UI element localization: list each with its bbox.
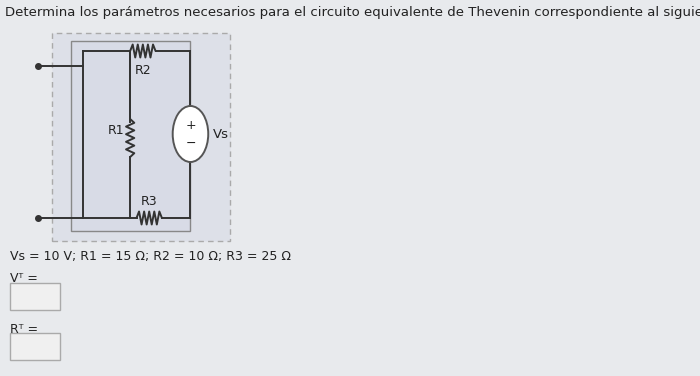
Bar (10, 283, 60, 310)
Circle shape (173, 106, 208, 162)
Text: R2: R2 (134, 64, 151, 77)
Text: −: − (186, 136, 196, 150)
Text: Vs = 10 V; R1 = 15 Ω; R2 = 10 Ω; R3 = 25 Ω: Vs = 10 V; R1 = 15 Ω; R2 = 10 Ω; R3 = 25… (10, 250, 290, 263)
Text: R1: R1 (108, 123, 125, 136)
Text: +: + (186, 118, 196, 132)
Text: Vᵀ =: Vᵀ = (10, 272, 37, 285)
Text: Vs: Vs (214, 127, 230, 141)
Text: Determina los parámetros necesarios para el circuito equivalente de Thevenin cor: Determina los parámetros necesarios para… (5, 6, 700, 19)
Bar (71, 41, 190, 231)
Text: R3: R3 (141, 195, 158, 208)
Bar (52, 33, 230, 241)
Text: Rᵀ =: Rᵀ = (10, 323, 38, 336)
Bar (10, 333, 60, 360)
